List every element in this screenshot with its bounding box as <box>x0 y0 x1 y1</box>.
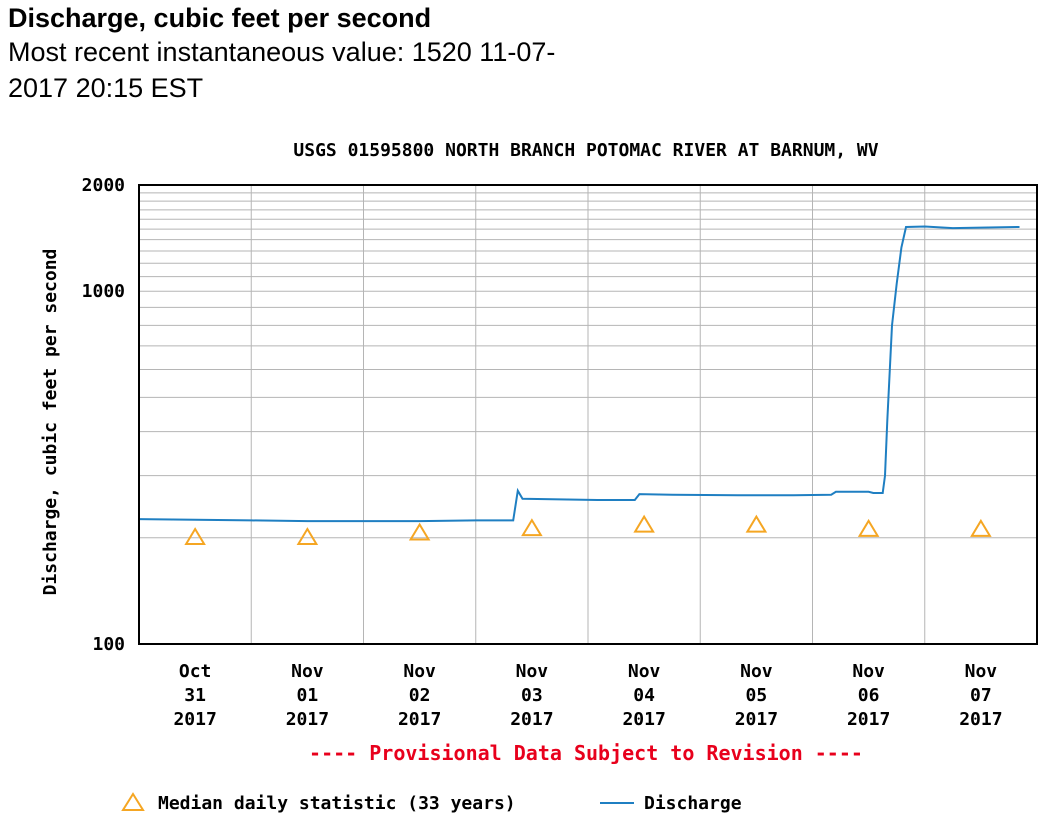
median-marker <box>521 518 543 537</box>
median-marker <box>184 527 206 546</box>
x-tick-label: Nov <box>291 661 324 682</box>
x-tick-label: 05 <box>746 685 768 706</box>
median-marker <box>296 527 319 546</box>
x-axis-ticks: Oct 31 2017 Nov 01 2017 Nov 02 2017 Nov 03 2017 Nov 0… <box>173 661 1002 730</box>
x-tick-label: Oct <box>179 661 212 682</box>
x-tick-label: 2017 <box>286 709 329 730</box>
grid-lines <box>139 185 1037 644</box>
x-tick-label: 2017 <box>622 709 665 730</box>
x-tick-label: 2017 <box>847 709 890 730</box>
header-title: Discharge, cubic feet per second <box>8 3 432 33</box>
median-marker <box>970 518 992 537</box>
x-tick-label: Nov <box>403 661 436 682</box>
x-tick-label: 06 <box>858 685 880 706</box>
x-tick-label: 01 <box>297 685 319 706</box>
legend-median-marker <box>121 792 145 811</box>
median-marker <box>408 522 431 541</box>
x-tick-label: 2017 <box>510 709 553 730</box>
x-tick-label: 2017 <box>959 709 1002 730</box>
provisional-notice: ---- Provisional Data Subject to Revisio… <box>309 741 863 765</box>
x-tick-label: 31 <box>184 685 206 706</box>
x-tick-label: Nov <box>852 661 885 682</box>
series-layer <box>138 225 1020 546</box>
x-tick-label: 2017 <box>735 709 778 730</box>
chart-header: Discharge, cubic feet per second Most re… <box>8 2 1048 106</box>
x-tick-label: Nov <box>965 661 998 682</box>
x-tick-label: 2017 <box>398 709 441 730</box>
x-tick-label: Nov <box>516 661 549 682</box>
header-subtitle: Most recent instantaneous value: 1520 11… <box>8 37 556 103</box>
legend-median-label: Median daily statistic (33 years) <box>158 793 516 814</box>
y-tick-label: 2000 <box>82 175 125 196</box>
discharge-line <box>138 225 1020 523</box>
y-axis-ticks: 100 1000 2000 <box>82 175 125 655</box>
chart-title: USGS 01595800 NORTH BRANCH POTOMAC RIVER… <box>293 140 878 161</box>
x-tick-label: Nov <box>740 661 773 682</box>
x-tick-label: 03 <box>521 685 543 706</box>
median-marker <box>745 514 768 533</box>
x-tick-label: Nov <box>628 661 661 682</box>
median-marker <box>857 518 880 537</box>
x-tick-label: 07 <box>970 685 992 706</box>
y-tick-label: 1000 <box>82 281 125 302</box>
legend-discharge-label: Discharge <box>644 793 742 814</box>
y-tick-label: 100 <box>92 634 125 655</box>
legend: Median daily statistic (33 years) Discha… <box>121 792 742 814</box>
x-tick-label: 2017 <box>173 709 216 730</box>
plot-frame <box>138 184 1038 645</box>
x-tick-label: 04 <box>633 685 655 706</box>
median-marker <box>633 514 655 533</box>
x-tick-label: 02 <box>409 685 431 706</box>
y-axis-label: Discharge, cubic feet per second <box>40 249 61 596</box>
